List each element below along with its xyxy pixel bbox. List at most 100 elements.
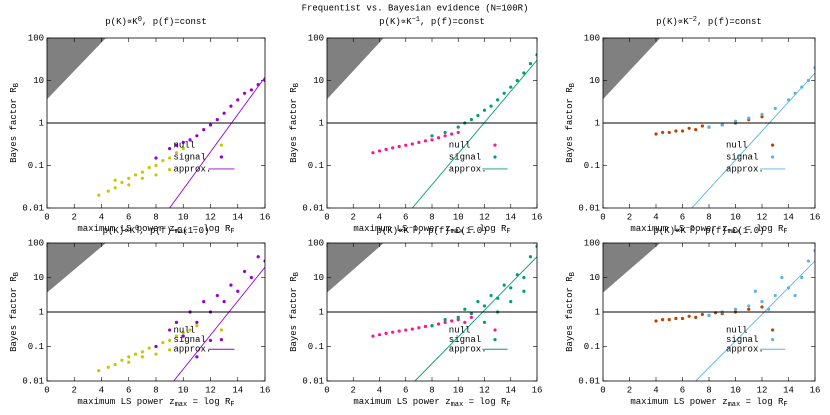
y-tick-label: 0.1	[584, 161, 600, 171]
point	[391, 330, 395, 334]
legend-marker	[493, 328, 497, 332]
panel-title-part: , p(f)=const	[142, 17, 207, 27]
point	[181, 331, 185, 335]
point	[806, 259, 810, 263]
point	[202, 127, 206, 132]
point	[397, 329, 401, 333]
x-axis-label-part: = log R	[740, 397, 784, 407]
y-tick-label: 1	[595, 307, 600, 317]
x-tick-label: 2	[72, 212, 77, 222]
y-tick-label: 10	[33, 76, 44, 86]
y-tick-label: 100	[308, 33, 324, 43]
plot-frame	[326, 242, 538, 382]
shaded-region	[603, 243, 661, 293]
plot-area	[371, 53, 537, 208]
x-axis-label-part: F	[783, 401, 787, 409]
point	[195, 324, 199, 328]
point	[174, 334, 179, 338]
x-tick-label: 6	[680, 212, 685, 222]
panel-title: p(K)∝K−2, p(f)~C(1.0)	[653, 225, 764, 236]
shaded-region	[327, 243, 384, 293]
legend-marker	[771, 328, 775, 332]
x-tick-label: 10	[178, 385, 189, 395]
point	[181, 146, 185, 151]
panel-title-part: −1	[412, 16, 420, 24]
point	[188, 138, 192, 142]
panel-title-part: p(K)∝K	[376, 226, 409, 236]
x-tick-label: 4	[653, 385, 658, 395]
point	[120, 358, 124, 362]
x-axis-label-part: max	[175, 228, 188, 236]
x-tick-label: 4	[653, 212, 658, 222]
y-tick-label: 100	[584, 238, 600, 248]
legend-label: null	[173, 325, 195, 335]
point	[127, 183, 131, 187]
x-tick-label: 8	[706, 212, 711, 222]
x-tick-label: 8	[153, 212, 158, 222]
panel-title-part: p(K)∝K	[653, 226, 686, 236]
y-tick-label: 10	[589, 76, 600, 86]
point	[391, 146, 395, 150]
panel-title: p(K)∝K0, p(f)~C(1.0)	[103, 225, 210, 236]
panel-title-part: p(K)∝K	[103, 226, 136, 236]
x-tick-label: 14	[505, 385, 516, 395]
point	[654, 132, 658, 136]
panel-title-part: −1	[409, 225, 417, 233]
legend-label: signal	[173, 152, 205, 162]
y-axis-label: Bayes factor RB	[289, 272, 300, 352]
point	[384, 331, 388, 335]
point	[450, 319, 454, 323]
point	[236, 98, 240, 102]
x-tick-label: 6	[403, 212, 408, 222]
point	[127, 355, 131, 359]
panel-title-part: , p(f)=const	[697, 17, 762, 27]
y-tick-label: 0.01	[22, 203, 44, 213]
x-tick-label: 4	[99, 212, 104, 222]
point	[168, 156, 172, 160]
legend-label: null	[173, 140, 195, 150]
y-tick-label: 1	[39, 118, 44, 128]
point	[168, 168, 172, 172]
y-axis-label: Bayes factor RB	[289, 83, 300, 163]
point	[700, 312, 704, 317]
panel-title-part: p(K)∝K	[105, 17, 138, 27]
point	[528, 61, 533, 66]
plot-area	[654, 249, 815, 381]
x-tick-label: 14	[232, 385, 243, 395]
point	[208, 123, 213, 127]
plot-area	[371, 244, 537, 381]
point	[469, 118, 473, 122]
legend-marker	[219, 338, 223, 342]
point	[469, 315, 473, 319]
x-axis-label: maximum LS power zmax = log RF	[630, 397, 787, 408]
shaded-region	[47, 38, 106, 100]
plot-frame	[326, 37, 538, 209]
x-tick-label: 10	[453, 385, 464, 395]
x-axis-label-part: maximum LS power z	[353, 397, 450, 407]
point	[384, 147, 388, 151]
x-axis-label-part: F	[506, 228, 510, 236]
figure-title: Frequentist vs. Bayesian evidence (N=100…	[302, 3, 529, 13]
legend-label: null	[449, 325, 471, 335]
panel-title-part: , p(f)~C(1.0)	[417, 226, 487, 236]
y-axis-label-part: Bayes factor R	[289, 276, 299, 352]
x-axis-label-part: maximum LS power z	[77, 397, 174, 407]
point	[800, 275, 804, 280]
point	[482, 304, 487, 308]
point	[707, 313, 711, 317]
point	[113, 186, 117, 190]
point	[174, 143, 179, 147]
x-tick-label: 10	[178, 212, 189, 222]
point	[140, 170, 144, 174]
x-axis-label-part: max	[728, 228, 741, 236]
x-axis-label-part: F	[230, 401, 234, 409]
x-tick-label: 6	[126, 212, 131, 222]
x-axis-label-part: maximum LS power z	[353, 224, 450, 234]
plot-frame	[602, 242, 816, 382]
plot-frame	[46, 37, 266, 209]
x-tick-label: 2	[627, 385, 632, 395]
point	[154, 163, 158, 168]
x-axis-label-part: = log R	[463, 397, 507, 407]
y-axis-label: Bayes factor RB	[565, 272, 576, 352]
point	[522, 275, 526, 280]
